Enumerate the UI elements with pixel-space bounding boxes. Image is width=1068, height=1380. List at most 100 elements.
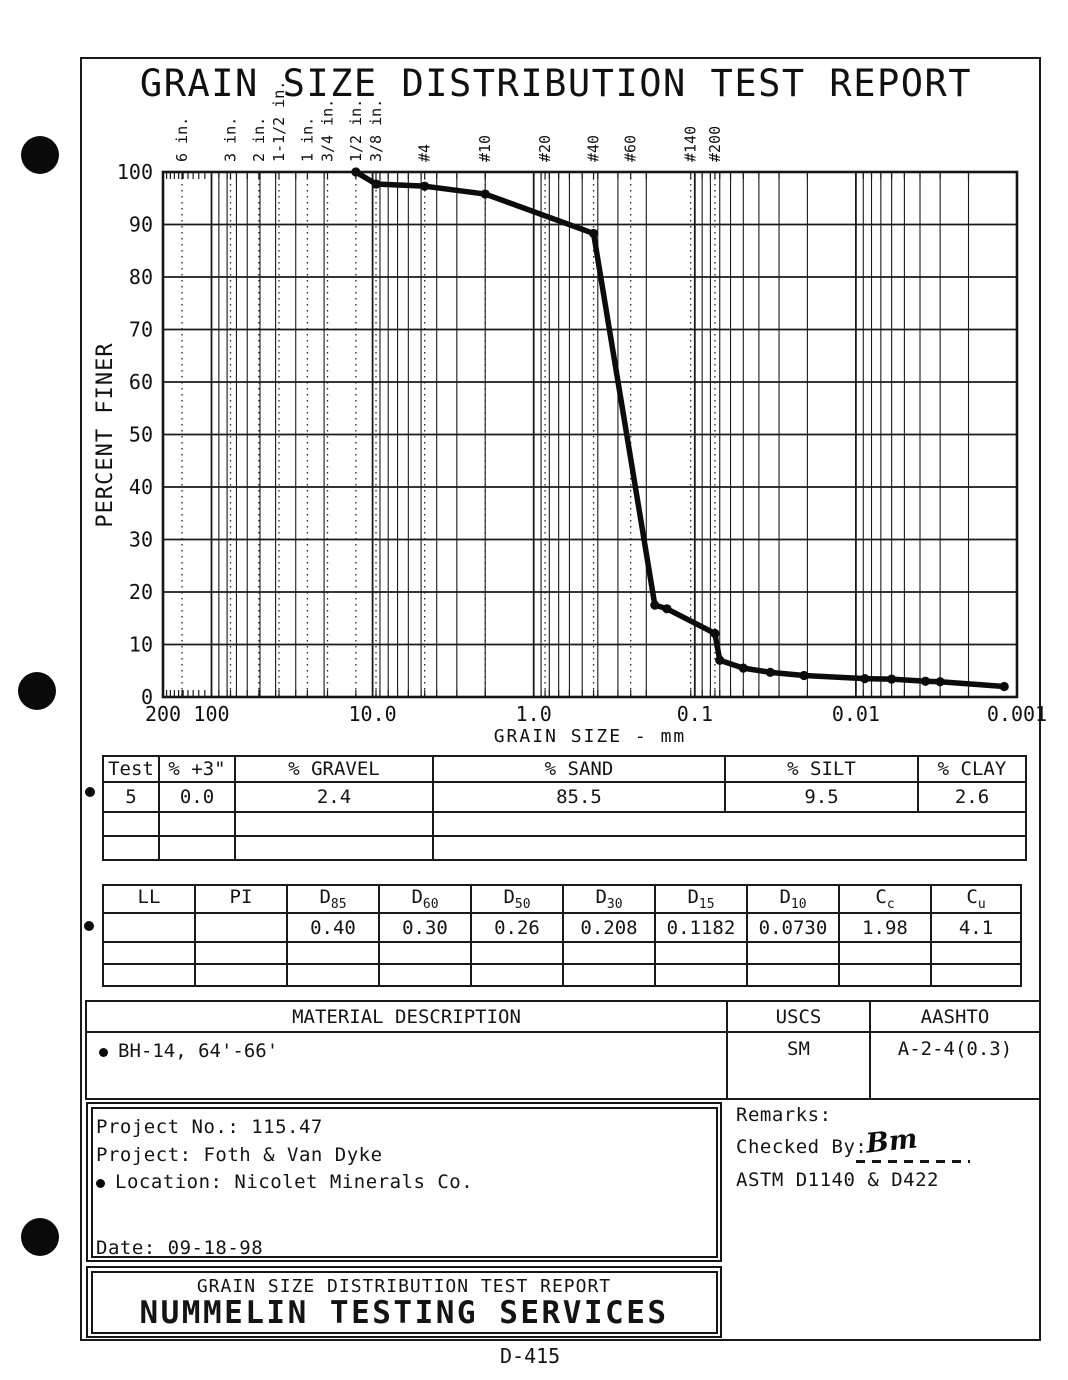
x-tick-label: 200 xyxy=(145,702,181,726)
y-tick-label: 80 xyxy=(129,265,153,289)
sieve-label: #60 xyxy=(622,135,640,162)
gradation-curve xyxy=(353,169,1007,690)
empty-cell xyxy=(470,941,564,965)
page-border xyxy=(80,57,1041,1341)
empty-cell xyxy=(838,963,932,987)
empty-cell xyxy=(234,835,434,861)
empty-cell xyxy=(158,835,236,861)
empty-cell xyxy=(746,941,840,965)
sieve-label: #4 xyxy=(416,144,434,162)
empty-cell xyxy=(102,811,160,837)
aashto-header: AASHTO xyxy=(869,1000,1041,1033)
company-name: NUMMELIN TESTING SERVICES xyxy=(139,1295,669,1331)
table-row xyxy=(102,835,1027,861)
ll-value xyxy=(102,912,196,943)
d85-value: 0.40 xyxy=(286,912,380,943)
empty-cell xyxy=(562,941,656,965)
col-header-d60: D60 xyxy=(378,884,472,914)
y-tick-label: 0 xyxy=(141,685,153,709)
form-code: D-415 xyxy=(500,1344,561,1368)
fractions-table: Test % +3" % GRAVEL % SAND % SILT % CLAY… xyxy=(102,755,1027,861)
material-table: MATERIAL DESCRIPTION USCS AASHTO BH-14, … xyxy=(85,1000,1041,1100)
y-tick-label: 90 xyxy=(129,213,153,237)
y-tick-label: 30 xyxy=(129,528,153,552)
data-point xyxy=(351,167,361,177)
x-tick-label: 100 xyxy=(193,702,229,726)
empty-cell xyxy=(838,941,932,965)
record-bullet xyxy=(84,921,94,931)
col-header-plus3: % +3" xyxy=(158,755,236,783)
cc-value: 1.98 xyxy=(838,912,932,943)
material-description-header: MATERIAL DESCRIPTION xyxy=(85,1000,728,1033)
table-row xyxy=(102,811,1027,837)
col-header-cu: Cu xyxy=(930,884,1022,914)
record-bullet xyxy=(99,1048,108,1057)
empty-cell xyxy=(234,811,434,837)
empty-cell xyxy=(102,963,196,987)
sieve-label: 3/4 in. xyxy=(319,99,337,162)
empty-cell xyxy=(102,835,160,861)
table-row: BH-14, 64'-66' SM A-2-4(0.3) xyxy=(85,1031,1041,1100)
data-point xyxy=(738,663,748,673)
data-point xyxy=(480,189,490,199)
sieve-label: 1/2 in. xyxy=(347,99,365,162)
indices-table: LL PI D85 D60 D50 D30 D15 D10 Cc Cu 0.40… xyxy=(102,884,1022,987)
data-point xyxy=(420,181,430,191)
col-header-d30: D30 xyxy=(562,884,656,914)
col-header-pi: PI xyxy=(194,884,288,914)
col-header-gravel: % GRAVEL xyxy=(234,755,434,783)
grain-size-chart: 6 in. 3 in. 2 in. 1-1/2 in. 1 in. 3/4 in. 1/2 … xyxy=(93,81,1047,747)
data-point xyxy=(715,655,725,665)
col-header-clay: % CLAY xyxy=(917,755,1027,783)
data-point xyxy=(710,628,720,639)
y-tick-label: 50 xyxy=(129,423,153,447)
data-point xyxy=(650,600,660,610)
page-title: GRAIN SIZE DISTRIBUTION TEST REPORT xyxy=(139,62,973,105)
empty-cell xyxy=(654,941,748,965)
empty-cell xyxy=(746,963,840,987)
y-tick-label: 100 xyxy=(117,160,153,184)
punch-hole xyxy=(21,1218,59,1256)
sieve-label: 3 in. xyxy=(222,117,240,162)
d30-value: 0.208 xyxy=(562,912,656,943)
col-header-test: Test xyxy=(102,755,160,783)
x-axis-title: GRAIN SIZE - mm xyxy=(494,726,687,747)
empty-cell xyxy=(194,963,288,987)
table-row: 5 0.0 2.4 85.5 9.5 2.6 xyxy=(102,781,1027,813)
aashto-value: A-2-4(0.3) xyxy=(869,1031,1041,1100)
empty-cell xyxy=(286,963,380,987)
data-point xyxy=(935,677,945,687)
pct-plus3: 0.0 xyxy=(158,781,236,813)
data-point xyxy=(799,670,809,681)
project-number: Project No.: 115.47 xyxy=(96,1116,323,1138)
col-header-d85: D85 xyxy=(286,884,380,914)
uscs-header: USCS xyxy=(726,1000,871,1033)
project-location: Location: Nicolet Minerals Co. xyxy=(96,1171,473,1193)
punch-hole xyxy=(21,136,59,174)
col-header-silt: % SILT xyxy=(724,755,919,783)
y-tick-label: 60 xyxy=(129,370,153,394)
empty-cell xyxy=(654,963,748,987)
checked-by-label: Checked By: xyxy=(736,1136,868,1158)
y-tick-label: 40 xyxy=(129,475,153,499)
col-header-d10: D10 xyxy=(746,884,840,914)
uscs-value: SM xyxy=(726,1031,871,1100)
y-tick-label: 20 xyxy=(129,580,153,604)
col-header-d15: D15 xyxy=(654,884,748,914)
x-tick-label: 0.1 xyxy=(677,702,713,726)
empty-cell xyxy=(930,941,1022,965)
table-row xyxy=(102,963,1022,987)
col-header-sand: % SAND xyxy=(432,755,726,783)
x-tick-label: 1.0 xyxy=(516,702,552,726)
sieve-label: 2 in. xyxy=(250,117,268,162)
pct-silt: 9.5 xyxy=(724,781,919,813)
table-row: 0.40 0.30 0.26 0.208 0.1182 0.0730 1.98 … xyxy=(102,912,1022,943)
sieve-label: #40 xyxy=(585,135,603,162)
data-point xyxy=(999,681,1009,692)
sieve-label: #20 xyxy=(536,135,554,162)
d50-value: 0.26 xyxy=(470,912,564,943)
empty-cell xyxy=(930,963,1022,987)
pct-clay: 2.6 xyxy=(917,781,1027,813)
sieve-label: 6 in. xyxy=(173,117,191,162)
